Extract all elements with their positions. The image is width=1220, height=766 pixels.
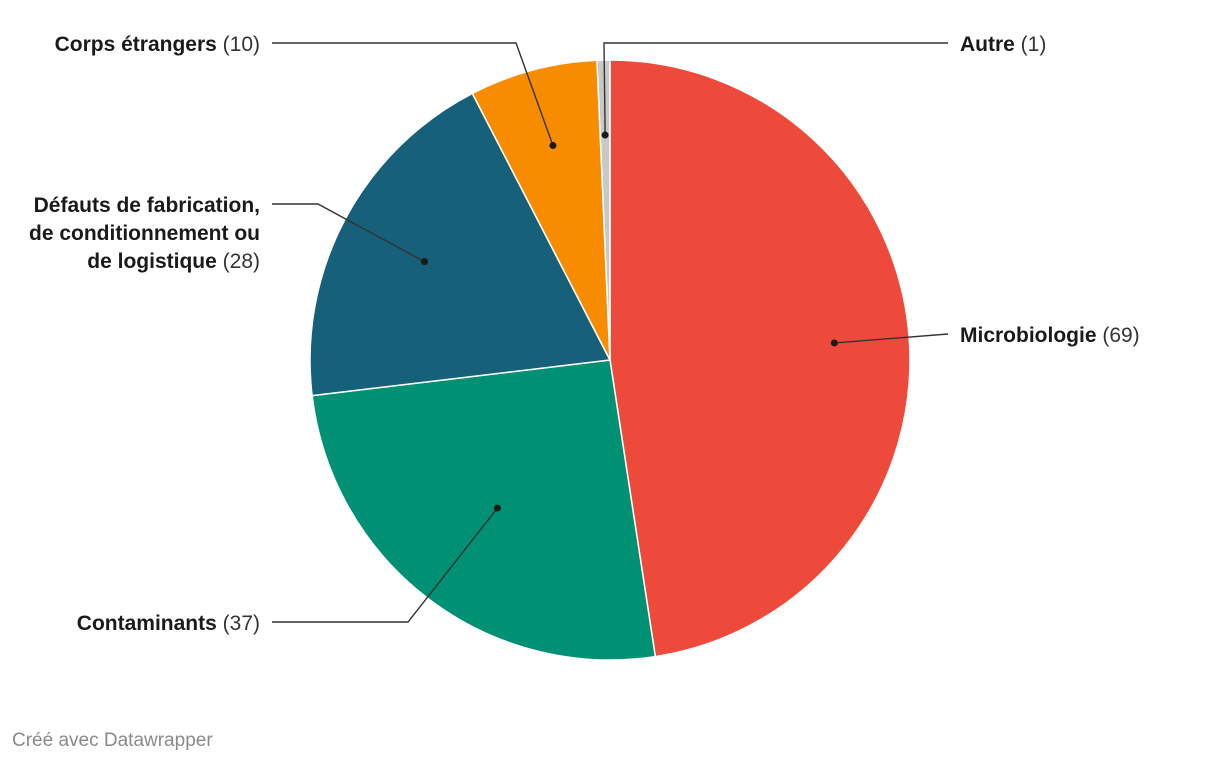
leader-dot-corps-etrangers: [549, 141, 557, 149]
leader-dot-contaminants: [493, 504, 501, 512]
credit-text: Créé avec Datawrapper: [12, 730, 213, 751]
pie-slices: [309, 59, 911, 661]
leader-dot-defauts-de-fabrication-de-conditionnement-ou-de-logistique: [420, 258, 428, 266]
slice-label-contaminants: Contaminants (37): [77, 612, 260, 635]
slice-value-autre: (1): [1015, 33, 1047, 56]
slice-label-autre: Autre (1): [960, 33, 1046, 56]
leader-dot-autre: [601, 131, 609, 139]
slice-label-corps-etrangers: Corps étrangers (10): [55, 33, 260, 56]
pie-slice-defauts-de-fabrication-de-conditionnement-ou-de-logistique: [309, 92, 612, 397]
pie-slice-microbiologie: [609, 59, 911, 658]
slice-value-contaminants: (37): [217, 612, 260, 635]
pie-labels: Microbiologie (69) Contaminants (37) Défau…: [29, 33, 1140, 635]
leader-line-microbiologie: [834, 333, 949, 344]
pie-slice-contaminants: [311, 359, 657, 661]
leader-line-contaminants: [272, 507, 498, 623]
slice-label-defauts-de-fabrication-de-conditionnement-ou-de-logistique-line-2: de conditionnement ou: [29, 222, 260, 245]
slice-value-defauts-de-fabrication-de-conditionnement-ou-de-logistique: (28): [217, 250, 260, 273]
slice-value-microbiologie: (69): [1097, 324, 1140, 347]
slice-label-defauts-de-fabrication-de-conditionnement-ou-de-logistique-line-3: de logistique (28): [87, 250, 260, 273]
slice-value-corps-etrangers: (10): [217, 33, 260, 56]
pie-slice-corps-etrangers: [471, 59, 611, 361]
slice-label-defauts-de-fabrication-de-conditionnement-ou-de-logistique-line-1: Défauts de fabrication,: [34, 194, 260, 217]
leader-line-defauts-de-fabrication-de-conditionnement-ou-de-logistique: [272, 203, 425, 263]
slice-label-microbiologie: Microbiologie (69): [960, 324, 1140, 347]
leader-line-corps-etrangers: [272, 42, 554, 146]
leader-dot-microbiologie: [830, 339, 838, 347]
leader-line-autre: [603, 42, 948, 136]
